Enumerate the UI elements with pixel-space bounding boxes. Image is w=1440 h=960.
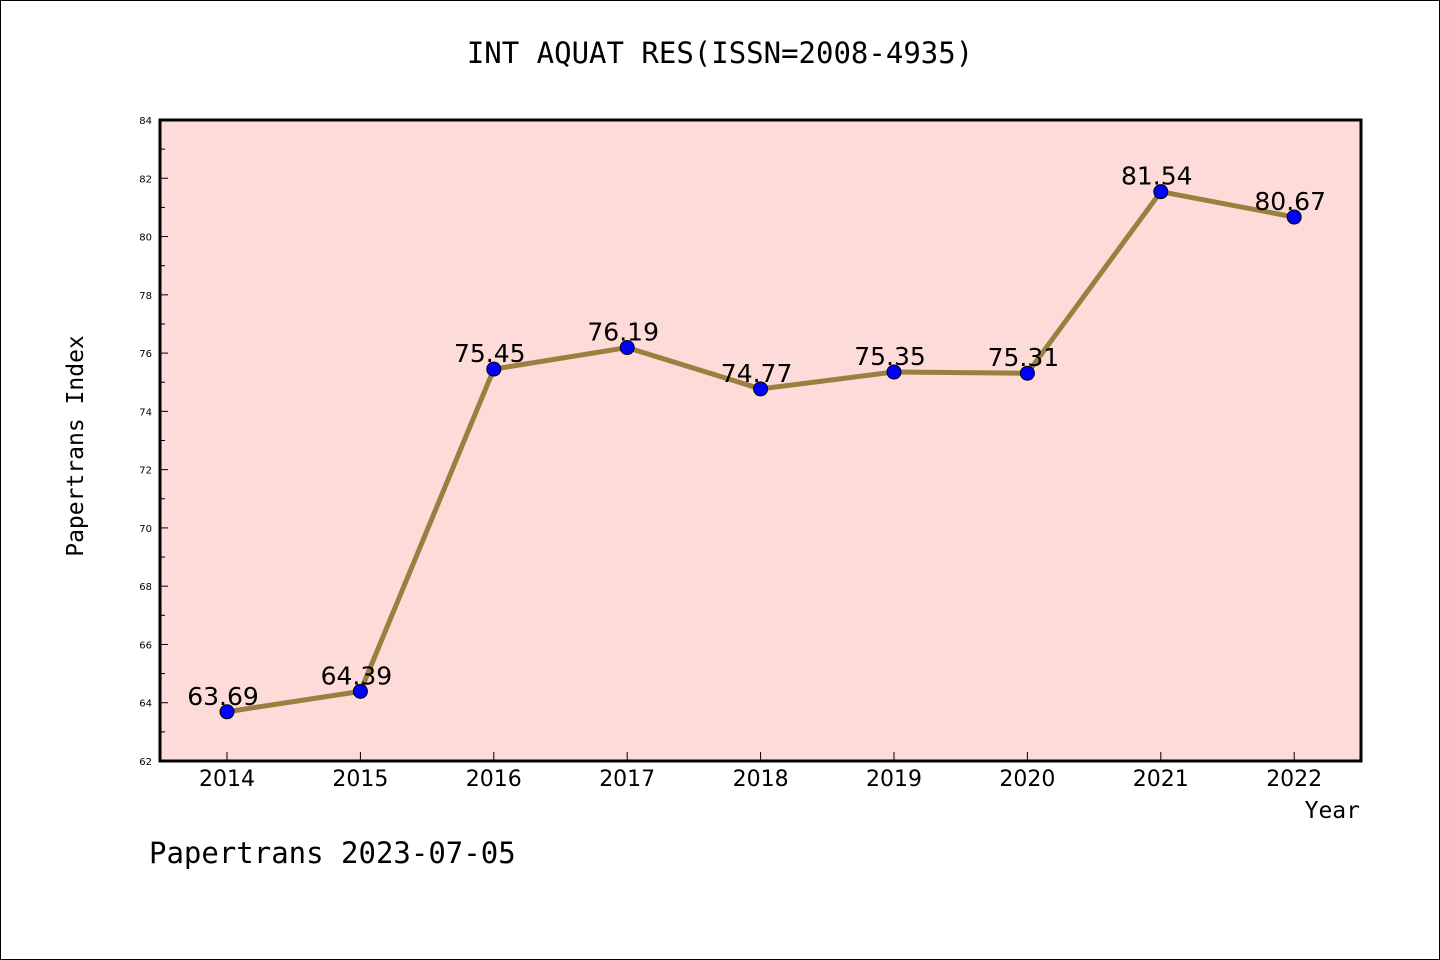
x-tick-label: 2015 — [332, 767, 388, 792]
x-tick-label: 2020 — [999, 767, 1055, 792]
y-tick-label: 70 — [139, 524, 152, 535]
data-point — [619, 340, 635, 356]
data-point — [886, 364, 902, 380]
footer-stamp: Papertrans 2023-07-05 — [149, 836, 516, 870]
x-tick-label: 2022 — [1266, 767, 1322, 792]
data-label: 63.69 — [187, 682, 259, 711]
x-tick-label: 2019 — [866, 767, 922, 792]
data-label: 75.31 — [988, 343, 1060, 372]
x-axis-ticks: 2014 2015 2016 2017 2018 2019 2020 2021 2022 — [199, 752, 1322, 792]
data-point — [753, 381, 769, 397]
data-label: 74.77 — [721, 359, 793, 388]
data-label: 75.35 — [854, 342, 926, 371]
x-tick-label: 2016 — [466, 767, 522, 792]
data-point — [486, 361, 502, 377]
plot-border — [158, 118, 1363, 763]
y-tick-label: 76 — [139, 349, 152, 360]
data-point — [1019, 365, 1035, 381]
x-axis-label: Year — [1304, 798, 1360, 824]
chart-title: INT AQUAT RES(ISSN=2008-4935) — [466, 36, 974, 70]
y-axis-label: Papertrans Index — [63, 335, 89, 557]
plot-area — [160, 120, 1361, 761]
data-point — [352, 683, 368, 699]
y-tick-label: 80 — [139, 233, 152, 244]
y-tick-label: 64 — [139, 699, 152, 710]
data-labels: 63.69 64.39 75.45 76.19 74.77 75.35 75.31 81.54… — [187, 162, 1326, 711]
data-label: 81.54 — [1121, 162, 1193, 191]
x-tick-label: 2014 — [199, 767, 255, 792]
y-tick-label: 72 — [139, 466, 152, 477]
data-label: 80.67 — [1254, 187, 1326, 216]
x-tick-label: 2021 — [1133, 767, 1189, 792]
x-tick-label: 2017 — [599, 767, 655, 792]
y-tick-label: 66 — [139, 640, 152, 651]
data-label: 64.39 — [321, 661, 393, 690]
y-tick-label: 84 — [139, 116, 152, 127]
y-tick-label: 62 — [139, 757, 152, 768]
y-tick-label: 82 — [139, 174, 152, 185]
data-point — [219, 704, 235, 720]
data-label: 75.45 — [454, 339, 526, 368]
y-tick-label: 68 — [139, 582, 152, 593]
data-points — [219, 184, 1302, 720]
x-tick-label: 2018 — [733, 767, 789, 792]
data-label: 76.19 — [587, 318, 659, 347]
data-point — [1286, 209, 1302, 225]
y-tick-label: 74 — [139, 407, 152, 418]
y-tick-label: 78 — [139, 291, 152, 302]
data-point — [1153, 184, 1169, 200]
y-axis-ticks: 62 64 66 68 70 72 74 76 78 80 82 84 — [139, 116, 168, 768]
